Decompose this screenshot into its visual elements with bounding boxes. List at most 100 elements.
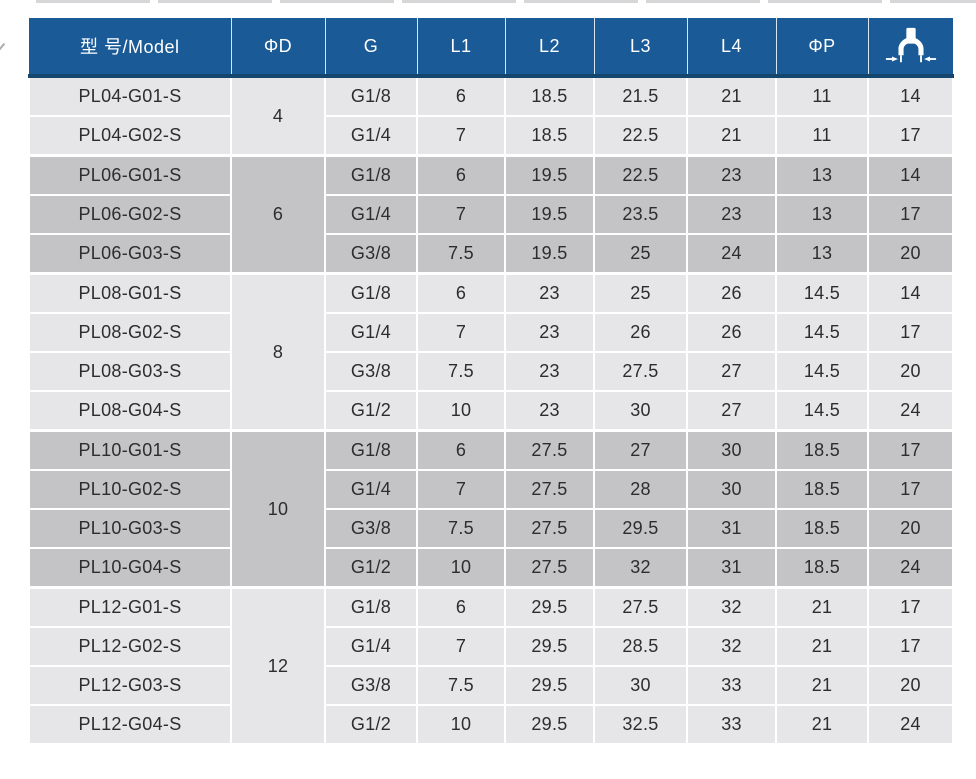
cell-model: PL06-G03-S — [28, 233, 232, 275]
cell-phi-p: 18.5 — [775, 508, 869, 549]
cell-model: PL10-G01-S — [28, 429, 232, 471]
cell-g: G3/8 — [324, 508, 418, 549]
cell-model: PL06-G01-S — [28, 154, 232, 196]
cell-l1: 7 — [416, 626, 506, 667]
cell-l1: 10 — [416, 547, 506, 589]
cell-l3: 32 — [593, 547, 688, 589]
cell-l4: 32 — [686, 586, 777, 628]
cell-model: PL12-G02-S — [28, 626, 232, 667]
cell-model: PL08-G04-S — [28, 390, 232, 432]
cell-l2: 27.5 — [504, 469, 595, 510]
table-row: PL10-G01-S 10 G1/8 6 27.5 27 30 18.5 17 — [28, 429, 954, 589]
cell-wrench-size: 17 — [867, 429, 954, 471]
cell-model: PL10-G03-S — [28, 508, 232, 549]
spec-table-container: 型 号/Model ΦD G L1 L2 L3 L4 ΦP — [28, 18, 954, 745]
table-row: PL06-G03-S G3/8 7.5 19.5 25 24 13 20 — [28, 233, 954, 275]
cell-l3: 32.5 — [593, 704, 688, 745]
cell-l4: 23 — [686, 194, 777, 235]
cell-l3: 26 — [593, 312, 688, 353]
cell-l4: 23 — [686, 154, 777, 196]
cell-phi-p: 14.5 — [775, 351, 869, 392]
cell-l2: 18.5 — [504, 74, 595, 117]
cell-model: PL08-G01-S — [28, 272, 232, 314]
cell-g: G1/8 — [324, 74, 418, 117]
cell-wrench-size: 24 — [867, 390, 954, 432]
cell-g: G1/2 — [324, 390, 418, 432]
cell-phi-p: 18.5 — [775, 429, 869, 471]
left-edge-mark — [0, 42, 6, 52]
cell-phi-p: 11 — [775, 115, 869, 157]
col-header-phi-p: ΦP — [775, 18, 869, 78]
cell-model: PL08-G02-S — [28, 312, 232, 353]
cell-l1: 7 — [416, 312, 506, 353]
cell-phi-p: 14.5 — [775, 312, 869, 353]
cell-model: PL10-G02-S — [28, 469, 232, 510]
cell-wrench-size: 20 — [867, 508, 954, 549]
cell-l2: 29.5 — [504, 626, 595, 667]
cell-phi-d: 12 — [230, 586, 326, 745]
cell-l1: 7.5 — [416, 351, 506, 392]
table-row: PL12-G02-S G1/4 7 29.5 28.5 32 21 17 — [28, 626, 954, 667]
cell-wrench-size: 17 — [867, 586, 954, 628]
cell-l3: 23.5 — [593, 194, 688, 235]
cell-l1: 10 — [416, 390, 506, 432]
cell-l2: 29.5 — [504, 665, 595, 706]
table-row: PL04-G02-S G1/4 7 18.5 22.5 21 11 17 — [28, 115, 954, 157]
cell-l1: 7.5 — [416, 233, 506, 275]
cell-phi-d: 6 — [230, 154, 326, 275]
table-row: PL10-G04-S G1/2 10 27.5 32 31 18.5 24 — [28, 547, 954, 589]
cell-l3: 28 — [593, 469, 688, 510]
cell-g: G1/2 — [324, 704, 418, 745]
table-row: PL12-G04-S G1/2 10 29.5 32.5 33 21 24 — [28, 704, 954, 745]
col-header-l1: L1 — [416, 18, 506, 78]
cell-l1: 6 — [416, 74, 506, 117]
wrench-width-icon — [869, 25, 954, 67]
cell-l1: 7 — [416, 115, 506, 157]
cell-l3: 27.5 — [593, 586, 688, 628]
cell-model: PL12-G01-S — [28, 586, 232, 628]
cell-l2: 27.5 — [504, 508, 595, 549]
cell-g: G3/8 — [324, 351, 418, 392]
cell-phi-p: 18.5 — [775, 469, 869, 510]
cell-g: G3/8 — [324, 665, 418, 706]
cell-g: G1/4 — [324, 469, 418, 510]
cell-l1: 10 — [416, 704, 506, 745]
cell-wrench-size: 14 — [867, 272, 954, 314]
cell-phi-d: 8 — [230, 272, 326, 432]
cell-phi-p: 14.5 — [775, 390, 869, 432]
cell-phi-p: 21 — [775, 665, 869, 706]
cell-l2: 23 — [504, 351, 595, 392]
cell-phi-p: 13 — [775, 233, 869, 275]
table-row: PL08-G01-S 8 G1/8 6 23 25 26 14.5 14 — [28, 272, 954, 432]
spec-table-body: PL04-G01-S 4 G1/8 6 18.5 21.5 21 11 14 PL04-G02-S… — [28, 74, 954, 745]
cell-g: G3/8 — [324, 233, 418, 275]
cell-l2: 19.5 — [504, 154, 595, 196]
cell-l4: 30 — [686, 469, 777, 510]
cell-l4: 33 — [686, 665, 777, 706]
cell-l2: 19.5 — [504, 194, 595, 235]
cell-wrench-size: 17 — [867, 115, 954, 157]
cell-l2: 27.5 — [504, 429, 595, 471]
cell-wrench-size: 17 — [867, 312, 954, 353]
table-row: PL06-G02-S G1/4 7 19.5 23.5 23 13 17 — [28, 194, 954, 235]
cell-l3: 21.5 — [593, 74, 688, 117]
cell-l2: 29.5 — [504, 704, 595, 745]
cell-l3: 27 — [593, 429, 688, 471]
cell-l3: 27.5 — [593, 351, 688, 392]
col-header-l3: L3 — [593, 18, 688, 78]
col-header-phi-d: ΦD — [230, 18, 326, 78]
col-header-g: G — [324, 18, 418, 78]
cell-l1: 7 — [416, 469, 506, 510]
cell-wrench-size: 17 — [867, 469, 954, 510]
col-header-wrench — [867, 18, 954, 78]
table-row: PL12-G03-S G3/8 7.5 29.5 30 33 21 20 — [28, 665, 954, 706]
cell-l1: 7 — [416, 194, 506, 235]
cell-phi-p: 21 — [775, 626, 869, 667]
cell-l4: 26 — [686, 312, 777, 353]
cell-l4: 30 — [686, 429, 777, 471]
cell-l1: 6 — [416, 154, 506, 196]
cell-l2: 23 — [504, 312, 595, 353]
cell-model: PL12-G04-S — [28, 704, 232, 745]
table-row: PL08-G02-S G1/4 7 23 26 26 14.5 17 — [28, 312, 954, 353]
cell-l1: 7.5 — [416, 508, 506, 549]
